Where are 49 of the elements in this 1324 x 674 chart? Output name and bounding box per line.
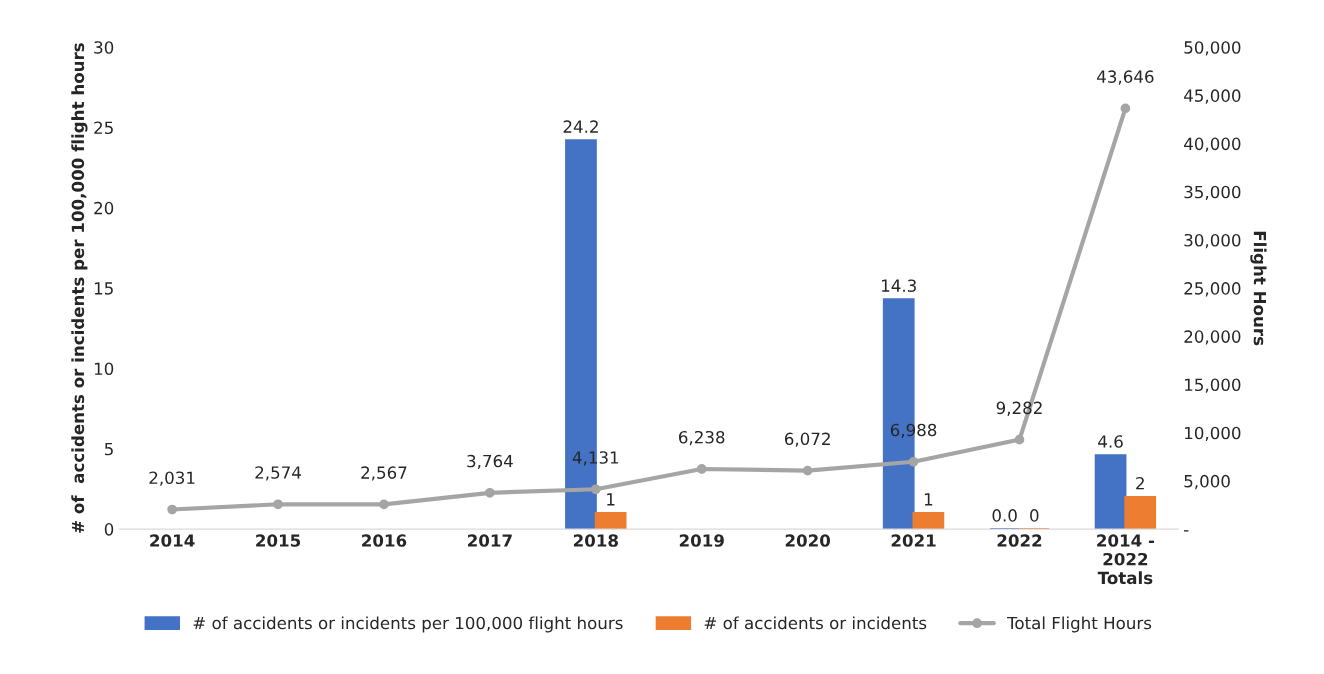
y-tick-label: 25	[94, 121, 113, 135]
y-tick-label: 10	[94, 362, 114, 376]
data-label: 43,646	[1097, 70, 1154, 85]
x-tick-label: 2014 - 2022 Totals	[1097, 534, 1155, 585]
data-label: 6,072	[784, 432, 830, 447]
x-tick-label: 2017	[468, 534, 512, 547]
y2-tick-label: 5,000	[1184, 474, 1230, 490]
data-label: 1	[924, 493, 933, 506]
data-label: 2,031	[149, 471, 195, 486]
data-label: 6,238	[679, 430, 725, 446]
legend-label: # of accidents or incidents	[704, 616, 927, 630]
x-tick-label: 2019	[679, 534, 724, 547]
data-label: 4.6	[1098, 435, 1123, 448]
y2-tick-label: 35,000	[1184, 185, 1241, 201]
legend-label: Total Flight Hours	[1007, 616, 1152, 633]
x-tick-label: 2022	[997, 534, 1042, 547]
data-label: 2,574	[255, 466, 301, 481]
data-label: 14.3	[882, 279, 916, 292]
legend-label: # of accidents or incidents per 100,000 flight hours	[193, 616, 623, 633]
x-tick-label: 2014	[150, 534, 195, 547]
data-label: 1	[607, 493, 615, 506]
x-tick-label: 2021	[891, 534, 936, 547]
y-axis-title: # of accidents or incidents per 100,000 flight hours	[71, 43, 88, 533]
data-label: 2	[1136, 476, 1144, 490]
data-label: 2,567	[361, 466, 407, 481]
x-tick-label: 2018	[573, 534, 618, 547]
y2-tick-label: 20,000	[1184, 330, 1241, 345]
y2-tick-label: 15,000	[1185, 378, 1241, 393]
x-tick-label: 2016	[362, 534, 407, 547]
data-label: 0.0	[992, 509, 1017, 522]
y2-tick-label: 45,000	[1184, 89, 1241, 104]
y-tick-label: 30	[94, 41, 114, 54]
y2-tick-label: 25,000	[1184, 282, 1241, 297]
data-label: 9,282	[996, 401, 1042, 416]
y-tick-label: 0	[104, 523, 114, 536]
y2-tick-label: 50,000	[1184, 41, 1241, 56]
y2-tick-label: 30,000	[1184, 233, 1241, 249]
data-label: 0	[1030, 509, 1039, 522]
y2-tick-label: 40,000	[1184, 137, 1241, 152]
data-label: 24.2	[563, 120, 598, 133]
y2-axis-title: Flight Hours	[1250, 231, 1267, 346]
y2-tick-label: 10,000	[1185, 426, 1241, 441]
y-tick-label: 5	[104, 442, 113, 456]
y-tick-label: 20	[94, 201, 114, 215]
y-tick-label: 15	[94, 282, 113, 295]
x-tick-label: 2015	[256, 534, 301, 547]
x-tick-label: 2020	[785, 534, 831, 547]
data-label: 3,764	[467, 454, 513, 470]
y2-tick-label: -	[1184, 530, 1189, 532]
